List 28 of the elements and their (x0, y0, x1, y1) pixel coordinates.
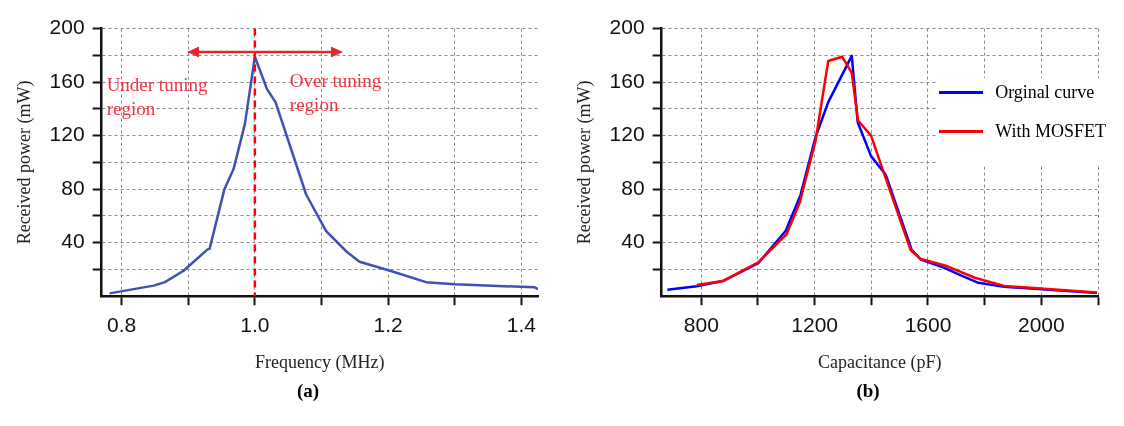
y-tick-label: 120 (49, 122, 85, 146)
y-tick-label: 80 (61, 175, 85, 199)
y-tick-label: 160 (49, 68, 85, 92)
x-tick-label: 1.2 (373, 312, 403, 336)
legend-label: With MOSFET (995, 121, 1106, 142)
y-tick-label: 80 (621, 175, 645, 199)
y-axis-title: Received power (mW) (573, 80, 595, 245)
y-tick-label: 40 (621, 229, 645, 253)
x-axis-title: Capacitance (pF) (818, 351, 942, 373)
y-tick-label: 200 (609, 15, 645, 39)
x-axis-title: Frequency (MHz) (255, 351, 385, 373)
y-tick-label: 160 (609, 68, 645, 92)
x-tick-label: 1200 (791, 312, 839, 336)
y-tick-label: 200 (49, 15, 85, 39)
text: (a) (295, 380, 321, 402)
legend-label: Orginal curve (995, 82, 1095, 103)
y-tick-label: 40 (61, 229, 85, 253)
annotation: Under tuning region (106, 74, 208, 120)
x-tick-label: 2000 (1017, 312, 1065, 336)
annotation: Over tuning region (289, 70, 382, 116)
x-tick-label: 1.4 (506, 312, 537, 336)
x-tick-label: 0.8 (107, 312, 137, 336)
y-axis-title: Received power (mW) (13, 80, 35, 245)
x-tick-label: 800 (683, 312, 719, 336)
x-tick-label: 1600 (904, 312, 952, 336)
text: (b) (855, 380, 881, 402)
y-tick-label: 120 (609, 122, 645, 146)
text: 1.0 (240, 312, 270, 336)
